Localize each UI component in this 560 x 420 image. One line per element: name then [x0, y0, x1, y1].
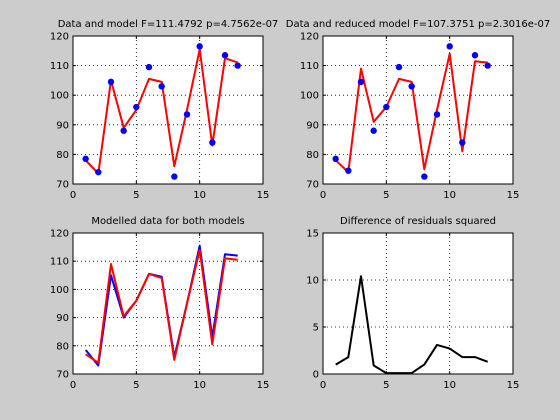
axes-frame: [322, 232, 514, 375]
x-tick-label: 5: [383, 190, 389, 201]
data-point: [120, 127, 127, 134]
data-point: [459, 139, 466, 146]
data-point: [107, 78, 115, 86]
subplot-modelled-data-both-models: 0 5 10 15 70 80 90 100 110 120 Modelled data for b…: [50, 216, 269, 391]
x-tick-label: 0: [70, 380, 76, 391]
data-point: [133, 103, 140, 111]
data-point: [171, 173, 178, 180]
y-tick-label: 10: [306, 276, 319, 287]
y-tick-label: 100: [300, 91, 319, 102]
data-point: [332, 155, 339, 163]
data-point: [370, 127, 377, 134]
subplot-data-and-reduced-model: 0 5 10 15 70 80 90 100 110 120 Data and reduced mo…: [286, 19, 551, 201]
y-tick-label: 120: [50, 229, 69, 240]
y-tick-label: 70: [306, 180, 319, 191]
plot-area: [73, 36, 263, 184]
y-tick-label: 90: [56, 313, 69, 324]
y-tick-label: 15: [306, 229, 319, 240]
y-tick-label: 0: [313, 370, 319, 381]
chart-title: Data and model F=111.4792 p=4.7562e-07: [58, 19, 279, 30]
chart-title: Difference of residuals squared: [340, 216, 496, 227]
chart-title: Data and reduced model F=107.3751 p=2.30…: [286, 19, 551, 30]
data-point: [234, 62, 241, 69]
data-point: [196, 43, 203, 50]
data-point: [471, 52, 479, 59]
data-point: [158, 83, 165, 90]
y-tick-label: 70: [56, 370, 69, 381]
subplot-data-and-model: 0 5 10 15 70 80 90 100 110 120 Data and model F=11…: [50, 19, 278, 201]
x-tick-label: 10: [193, 190, 206, 201]
x-tick-label: 5: [383, 380, 389, 391]
data-point: [383, 103, 390, 111]
x-tick-label: 5: [133, 380, 139, 391]
y-tick-label: 80: [56, 341, 69, 352]
y-tick-label: 110: [300, 61, 319, 72]
x-tick-label: 15: [257, 380, 270, 391]
plot-area: [323, 233, 513, 374]
y-tick-label: 90: [306, 120, 319, 131]
y-tick-label: 90: [56, 120, 69, 131]
y-tick-label: 110: [50, 61, 69, 72]
x-tick-label: 15: [257, 190, 270, 201]
x-tick-label: 5: [133, 190, 139, 201]
y-tick-label: 120: [300, 32, 319, 43]
y-tick-label: 80: [306, 150, 319, 161]
series-line: [335, 275, 489, 375]
subplot-difference-of-residuals-squared: 0 5 10 15 0 5 10 15 Difference of residuals squa…: [306, 216, 519, 391]
data-point: [345, 167, 352, 174]
y-tick-label: 5: [313, 323, 319, 334]
x-tick-label: 10: [443, 190, 456, 201]
data-point: [446, 43, 453, 50]
x-tick-label: 10: [193, 380, 206, 391]
data-point: [421, 173, 428, 180]
x-tick-label: 15: [507, 190, 520, 201]
data-point: [484, 62, 491, 69]
x-tick-label: 0: [320, 380, 326, 391]
data-point: [395, 63, 403, 71]
axes-frame: [72, 35, 264, 185]
axes-frame: [72, 232, 264, 375]
plot-area: [73, 233, 263, 374]
data-point: [82, 155, 89, 163]
x-tick-label: 15: [507, 380, 520, 391]
data-point: [433, 111, 441, 118]
y-tick-label: 120: [50, 32, 69, 43]
series-line: [85, 248, 238, 364]
data-point: [357, 78, 365, 86]
y-tick-label: 70: [56, 180, 69, 191]
data-point: [95, 168, 102, 176]
data-point: [145, 63, 153, 71]
x-tick-label: 0: [70, 190, 76, 201]
data-point: [408, 83, 415, 90]
y-tick-label: 100: [50, 91, 69, 102]
y-tick-label: 100: [50, 285, 69, 296]
chart-title: Modelled data for both models: [91, 216, 244, 227]
plot-area: [323, 36, 513, 184]
x-tick-label: 0: [320, 190, 326, 201]
data-point: [209, 139, 216, 146]
data-point: [221, 52, 229, 59]
axes-frame: [322, 35, 514, 185]
data-point: [183, 111, 191, 118]
y-tick-label: 110: [50, 257, 69, 268]
y-tick-label: 80: [56, 150, 69, 161]
series-line: [335, 52, 488, 174]
x-tick-label: 10: [443, 380, 456, 391]
